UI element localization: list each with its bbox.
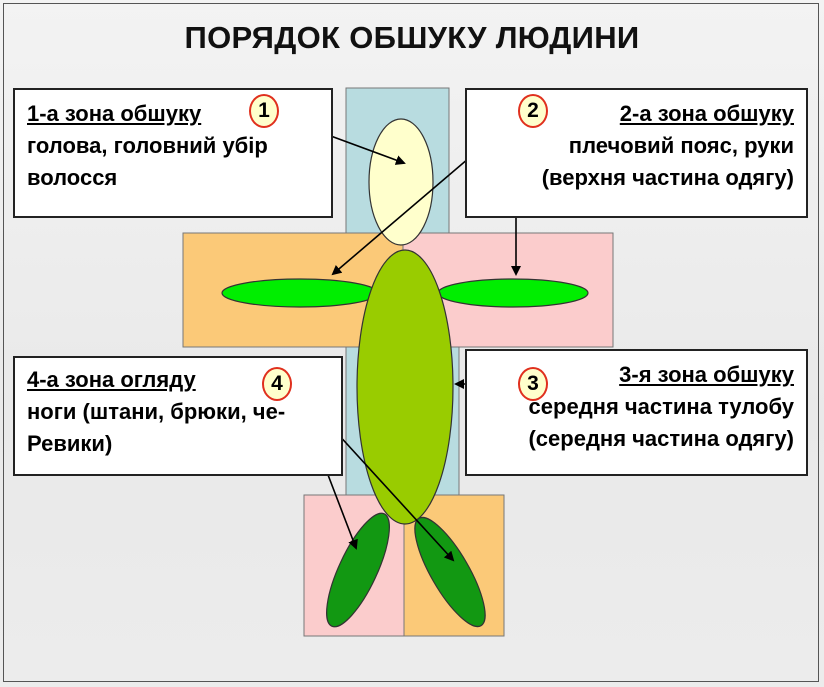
zone-3-box: 3-я зона обшуку середня частина тулобу (… [465, 349, 808, 476]
zone-4-number-badge: 4 [262, 367, 292, 401]
zone-2-line-1: плечовий пояс, руки [568, 133, 794, 158]
zone-1-number-badge: 1 [249, 94, 279, 128]
head [368, 118, 434, 246]
arm-right [437, 278, 589, 308]
zone-1-line-1: голова, головний убір [27, 133, 268, 158]
zone-4-box: 4-а зона огляду ноги (штани, брюки, че- … [13, 356, 343, 476]
zone-3-line-1: середня частина тулобу [528, 394, 794, 419]
zone-1-line-2: волосся [27, 165, 118, 190]
leg-left [326, 512, 390, 628]
zone-3-number-badge: 3 [518, 367, 548, 401]
zone-4-heading: 4-а зона огляду [27, 367, 196, 392]
zone-3-heading: 3-я зона обшуку [619, 362, 794, 387]
zone-1-heading: 1-а зона обшуку [27, 101, 202, 126]
zone-2-box: 2-а зона обшуку плечовий пояс, руки (вер… [465, 88, 808, 218]
torso [356, 249, 454, 525]
zone-1-box: 1-а зона обшуку голова, головний убір во… [13, 88, 333, 218]
zone-2-heading: 2-а зона обшуку [619, 101, 794, 126]
zone-2-number-badge: 2 [518, 94, 548, 128]
zone-4-line-2: Ревики) [27, 431, 113, 456]
page-title: ПОРЯДОК ОБШУКУ ЛЮДИНИ [184, 20, 640, 55]
zone-3-line-2: (середня частина одягу) [528, 426, 794, 451]
zone-2-line-2: (верхня частина одягу) [541, 165, 794, 190]
zone-4-line-1: ноги (штани, брюки, че- [27, 399, 286, 424]
arm-left [221, 278, 379, 308]
